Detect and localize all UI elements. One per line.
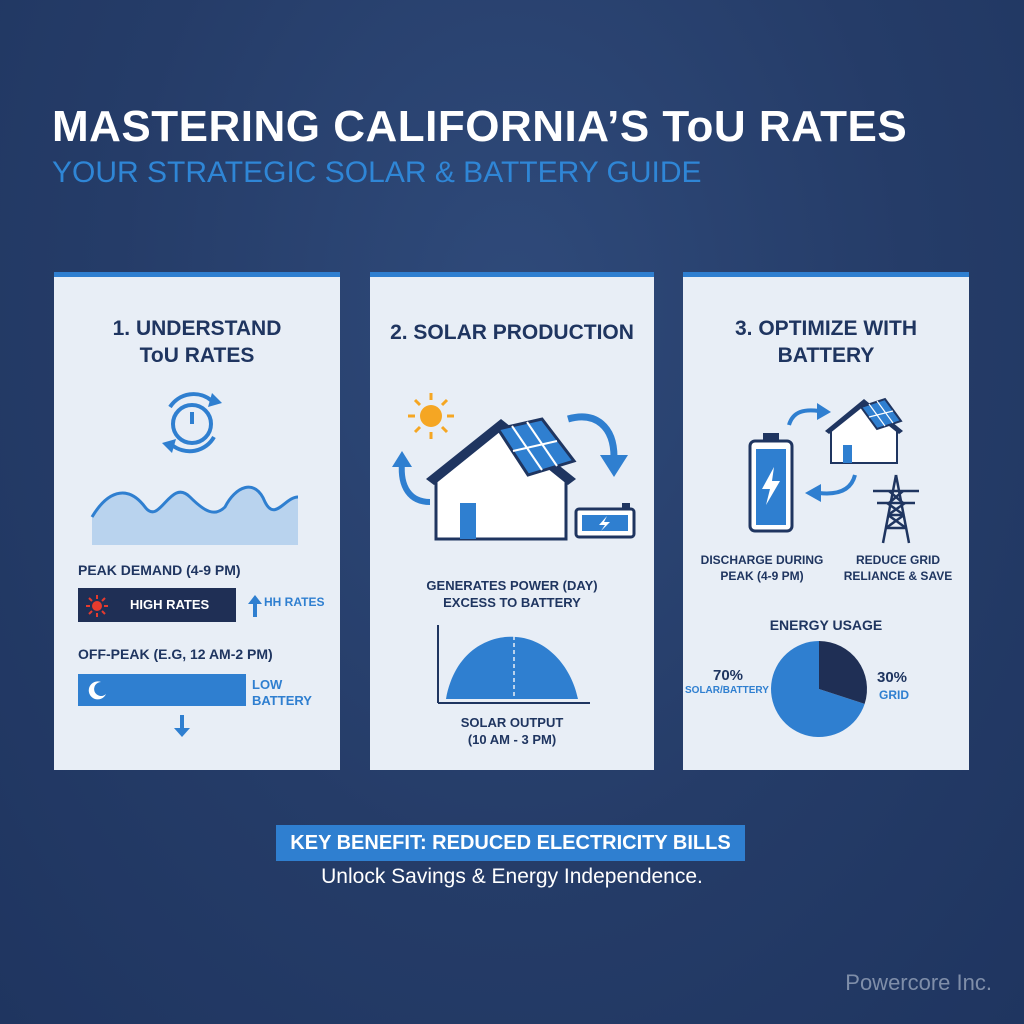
discharge-line2: PEAK (4-9 PM) (720, 569, 804, 583)
power-tower-icon (873, 474, 919, 544)
battery-label: BATTERY (252, 693, 312, 708)
battery-icon (748, 433, 794, 533)
hh-rates-label: HH RATES (264, 595, 325, 609)
energy-usage-pie (771, 641, 867, 737)
peak-demand-label: PEAK DEMAND (4-9 PM) (78, 562, 241, 578)
energy-usage-title: ENERGY USAGE (769, 617, 883, 633)
low-rates-bar (78, 674, 246, 706)
solar-output-line2: (10 AM - 3 PM) (467, 732, 557, 747)
card-understand-tou: 1. UNDERSTAND ToU RATES PEAK DEMAND (4-9… (54, 272, 340, 770)
sun-icon (86, 595, 108, 617)
page-subtitle: YOUR STRATEGIC SOLAR & BATTERY GUIDE (52, 156, 702, 189)
generates-label-line2: EXCESS TO BATTERY (443, 595, 581, 610)
grid-pct: 30% (877, 669, 908, 686)
high-rates-bar: HIGH RATES (78, 588, 236, 622)
card-title-line2: ToU RATES (139, 344, 255, 367)
wave-demand-icon (90, 485, 299, 545)
solar-output-line1: SOLAR OUTPUT (460, 715, 564, 730)
pie-slice-grid (819, 641, 867, 704)
page-title: MASTERING CALIFORNIA’S ToU RATES (52, 102, 908, 151)
sun-icon (408, 393, 454, 439)
solar-battery-label: SOLAR/BATTERY (685, 685, 769, 696)
card-title-line2: BATTERY (777, 344, 875, 367)
card-optimize-battery: 3. OPTIMIZE WITH BATTERY (683, 272, 969, 770)
grid-label: GRID (879, 688, 909, 702)
high-rates-label: HIGH RATES (130, 597, 210, 612)
card-title: 2. SOLAR PRODUCTION (390, 321, 634, 344)
clock-cycle-icon (162, 392, 222, 454)
curved-arrow-icon (787, 403, 831, 426)
curved-arrow-icon (392, 451, 431, 505)
arrow-down-icon (174, 715, 190, 737)
low-label: LOW (252, 677, 283, 692)
footer-tagline: Unlock Savings & Energy Independence. (321, 865, 703, 888)
key-benefit-banner: KEY BENEFIT: REDUCED ELECTRICITY BILLS (276, 825, 745, 861)
discharge-line1: DISCHARGE DURING (700, 553, 824, 567)
reduce-line2: RELIANCE & SAVE (843, 569, 953, 583)
moon-icon (88, 681, 106, 700)
solar-house-icon (426, 417, 577, 541)
card-title-line1: 3. OPTIMIZE WITH (735, 317, 917, 340)
reduce-line1: REDUCE GRID (855, 553, 940, 567)
arrow-up-icon (248, 595, 262, 617)
off-peak-label: OFF-PEAK (E.G, 12 AM-2 PM) (78, 646, 273, 662)
brand-watermark: Powercore Inc. (845, 970, 992, 995)
solar-battery-pct: 70% (713, 667, 744, 684)
solar-house-icon (825, 397, 903, 464)
pie-slice-solar-battery (771, 641, 865, 737)
battery-icon (574, 503, 636, 539)
card-solar-production: 2. SOLAR PRODUCTION GENERATES POWER (370, 272, 654, 770)
curved-arrow-icon (567, 413, 628, 477)
generates-label-line1: GENERATES POWER (DAY) (426, 578, 598, 593)
card-title-line1: 1. UNDERSTAND (112, 317, 282, 340)
curved-arrow-icon (805, 474, 857, 502)
solar-output-curve-icon (437, 625, 590, 704)
